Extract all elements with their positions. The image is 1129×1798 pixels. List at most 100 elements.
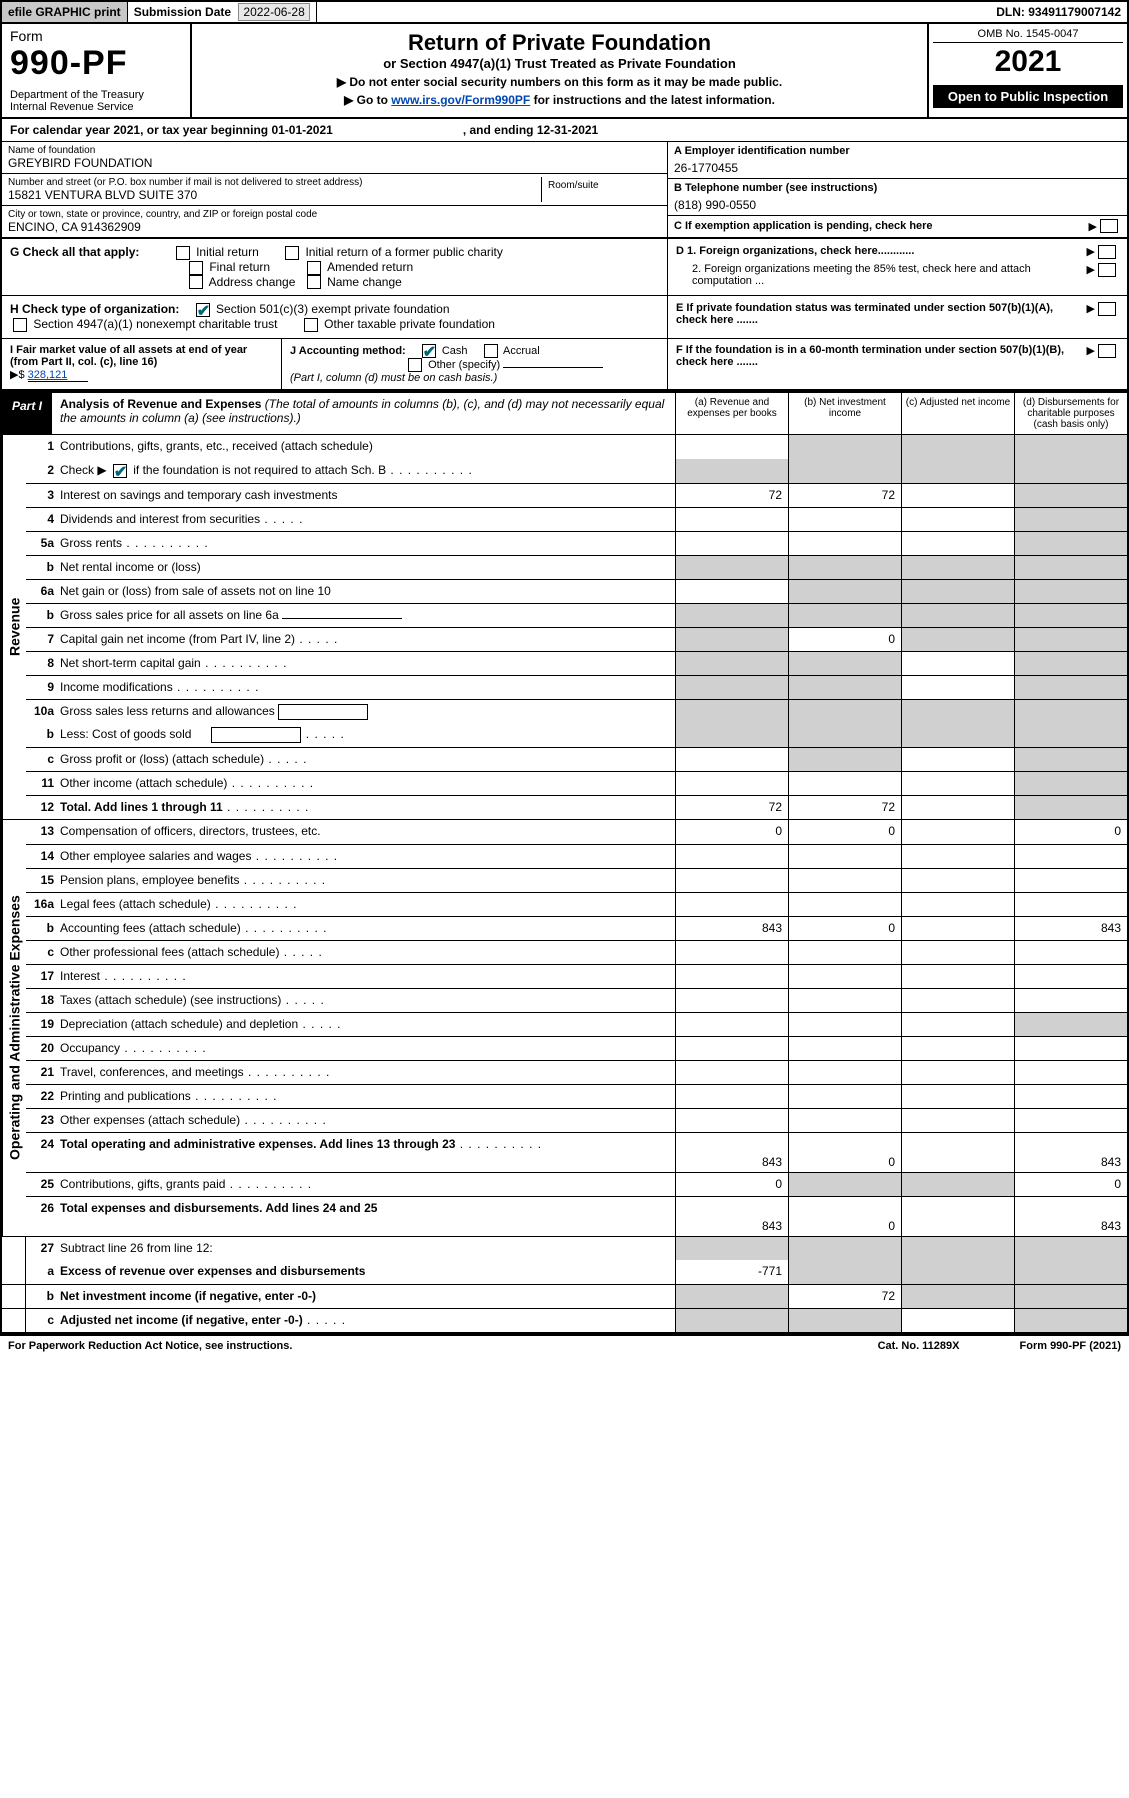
part1-title: Analysis of Revenue and Expenses (60, 397, 261, 411)
i-arrow: ▶$ (10, 369, 25, 381)
c-checkbox[interactable] (1100, 219, 1118, 233)
cal-begin: For calendar year 2021, or tax year begi… (10, 123, 333, 137)
g-initial-former-label: Initial return of a former public charit… (305, 245, 502, 259)
form-subtitle: or Section 4947(a)(1) Trust Treated as P… (202, 56, 917, 71)
g-name-checkbox[interactable] (307, 275, 321, 289)
l26-desc: Total expenses and disbursements. Add li… (60, 1197, 675, 1236)
i-label: I Fair market value of all assets at end… (10, 344, 247, 368)
form-year-block: OMB No. 1545-0047 2021 Open to Public In… (927, 24, 1127, 117)
g-final-checkbox[interactable] (189, 261, 203, 275)
g-amended-checkbox[interactable] (307, 261, 321, 275)
j-label: J Accounting method: (290, 345, 406, 357)
l16c-desc: Other professional fees (attach schedule… (60, 941, 675, 964)
section-g-d-row: G Check all that apply: Initial return I… (0, 239, 1129, 296)
l16b-desc: Accounting fees (attach schedule) (60, 917, 675, 940)
f-checkbox[interactable] (1098, 344, 1116, 358)
j-note: (Part I, column (d) must be on cash basi… (290, 372, 497, 384)
j-other-checkbox[interactable] (408, 358, 422, 372)
l27c-desc: Adjusted net income (if negative, enter … (60, 1309, 675, 1332)
h-501c3-checkbox[interactable] (196, 303, 210, 317)
l25-d: 0 (1014, 1173, 1127, 1196)
g-amended-label: Amended return (327, 260, 413, 274)
addr-label: Number and street (or P.O. box number if… (8, 177, 541, 188)
l10b-desc: Less: Cost of goods sold (60, 723, 675, 747)
d2-checkbox[interactable] (1098, 263, 1116, 277)
j-accrual-label: Accrual (503, 345, 540, 357)
e-label: E If private foundation status was termi… (676, 302, 1087, 326)
l2-desc: Check ▶ if the foundation is not require… (60, 459, 675, 483)
j-cash-checkbox[interactable] (422, 344, 436, 358)
l8-desc: Net short-term capital gain (60, 652, 675, 675)
g-final-label: Final return (209, 260, 270, 274)
g-initial-checkbox[interactable] (176, 246, 190, 260)
h-4947-checkbox[interactable] (13, 318, 27, 332)
l12-a: 72 (675, 796, 788, 819)
l9-desc: Income modifications (60, 676, 675, 699)
g-address-checkbox[interactable] (189, 275, 203, 289)
h-other-checkbox[interactable] (304, 318, 318, 332)
l25-a: 0 (675, 1173, 788, 1196)
c-label: C If exemption application is pending, c… (674, 220, 1089, 232)
l24-b: 0 (788, 1133, 901, 1172)
city-state-zip: ENCINO, CA 914362909 (8, 220, 661, 234)
d-block: D 1. Foreign organizations, check here..… (667, 239, 1127, 295)
efile-print-button[interactable]: efile GRAPHIC print (2, 2, 128, 22)
submission-date-label: Submission Date (134, 5, 231, 19)
l24-a: 843 (675, 1133, 788, 1172)
j-accrual-checkbox[interactable] (484, 344, 498, 358)
d1-checkbox[interactable] (1098, 245, 1116, 259)
e-block: E If private foundation status was termi… (667, 296, 1127, 338)
ein-cell: A Employer identification number 26-1770… (668, 142, 1127, 179)
form-note-ssn: ▶ Do not enter social security numbers o… (202, 75, 917, 89)
l27-row: 27Subtract line 26 from line 12: (2, 1236, 1127, 1260)
form-number: 990-PF (10, 44, 182, 83)
l25-desc: Contributions, gifts, grants paid (60, 1173, 675, 1196)
l17-desc: Interest (60, 965, 675, 988)
f-block: F If the foundation is in a 60-month ter… (667, 339, 1127, 389)
note2-post: for instructions and the latest informat… (530, 93, 775, 107)
g-initial-former-checkbox[interactable] (285, 246, 299, 260)
l2-checkbox[interactable] (113, 464, 127, 478)
j-block: J Accounting method: Cash Accrual Other … (282, 339, 667, 389)
e-checkbox[interactable] (1098, 302, 1116, 316)
expenses-side-label: Operating and Administrative Expenses (2, 820, 26, 1236)
entity-info-block: Name of foundation GREYBIRD FOUNDATION N… (0, 142, 1129, 239)
calendar-year-row: For calendar year 2021, or tax year begi… (0, 119, 1129, 142)
l21-desc: Travel, conferences, and meetings (60, 1061, 675, 1084)
dept-treasury: Department of the TreasuryInternal Reven… (10, 89, 182, 113)
tax-year: 2021 (933, 45, 1123, 79)
j-other-label: Other (specify) (428, 359, 500, 371)
part1-tab: Part I (2, 393, 52, 434)
h-block: H Check type of organization: Section 50… (2, 296, 667, 338)
city-label: City or town, state or province, country… (8, 209, 661, 220)
l3-a: 72 (675, 484, 788, 507)
footer-form: Form 990-PF (2021) (1020, 1340, 1122, 1352)
l26-d: 843 (1014, 1197, 1127, 1236)
street-address: 15821 VENTURA BLVD SUITE 370 (8, 188, 541, 202)
phone-value: (818) 990-0550 (674, 198, 1121, 212)
l1-desc: Contributions, gifts, grants, etc., rece… (60, 435, 675, 459)
form-title-block: Return of Private Foundation or Section … (192, 24, 927, 117)
section-ijf-row: I Fair market value of all assets at end… (0, 339, 1129, 391)
ein-value: 26-1770455 (674, 161, 1121, 175)
h-501c3-label: Section 501(c)(3) exempt private foundat… (216, 302, 449, 316)
form-word: Form (10, 28, 182, 44)
l13-desc: Compensation of officers, directors, tru… (60, 820, 675, 844)
l27c-row: cAdjusted net income (if negative, enter… (2, 1308, 1127, 1332)
j-cash-label: Cash (442, 345, 468, 357)
h-label: H Check type of organization: (10, 302, 179, 316)
top-bar: efile GRAPHIC print Submission Date 2022… (0, 0, 1129, 24)
i-fmv-value[interactable]: 328,121 (28, 369, 88, 382)
submission-date-value: 2022-06-28 (238, 3, 309, 21)
l20-desc: Occupancy (60, 1037, 675, 1060)
l5a-desc: Gross rents (60, 532, 675, 555)
d2-label: 2. Foreign organizations meeting the 85%… (676, 263, 1087, 287)
col-a-header: (a) Revenue and expenses per books (675, 393, 788, 434)
l10a-desc: Gross sales less returns and allowances (60, 700, 675, 723)
l24-desc: Total operating and administrative expen… (60, 1133, 675, 1172)
irs-link[interactable]: www.irs.gov/Form990PF (391, 93, 530, 107)
l27a-desc: Excess of revenue over expenses and disb… (60, 1260, 675, 1284)
h-4947-label: Section 4947(a)(1) nonexempt charitable … (33, 317, 277, 331)
footer-paperwork: For Paperwork Reduction Act Notice, see … (8, 1340, 292, 1352)
col-c-header: (c) Adjusted net income (901, 393, 1014, 434)
